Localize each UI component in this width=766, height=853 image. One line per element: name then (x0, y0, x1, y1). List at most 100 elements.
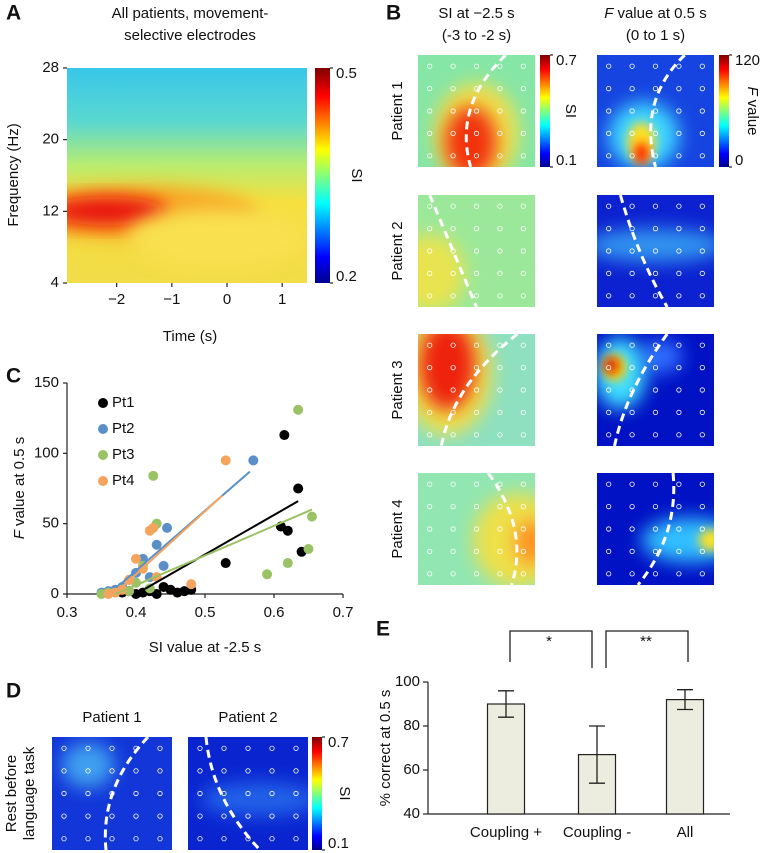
electrode (520, 203, 526, 209)
chart-title: All patients, movement- (112, 5, 269, 22)
electrode (157, 813, 163, 819)
electrode (676, 364, 682, 371)
y-tick-label: 4 (51, 274, 59, 291)
electrode (473, 364, 480, 371)
panel-label: B (386, 2, 401, 25)
map-blob (200, 782, 308, 817)
scatter-point (172, 587, 183, 598)
map-blob (444, 106, 497, 167)
electrode (473, 293, 480, 299)
sulcus-line (439, 334, 519, 446)
electrode (629, 86, 635, 92)
electrode (473, 526, 480, 532)
electrode (497, 387, 503, 393)
electrode (699, 432, 705, 438)
electrode (520, 526, 526, 532)
electrode (133, 813, 139, 819)
electrode (699, 503, 705, 510)
electrode (427, 130, 433, 136)
x-tick-label: −1 (163, 291, 180, 308)
electrode (699, 203, 705, 209)
electrode (85, 790, 91, 797)
y-axis-label-var: F (11, 529, 28, 539)
electrode (427, 342, 433, 348)
legend-label: Pt2 (112, 420, 135, 437)
electrode (676, 226, 682, 232)
scatter-point (96, 589, 107, 599)
electrode (652, 409, 659, 415)
electrode (497, 153, 503, 159)
electrode (606, 153, 612, 159)
electrode (450, 108, 456, 114)
trend-line (135, 500, 299, 595)
electrode (699, 364, 705, 371)
electrode (473, 481, 480, 487)
electrode (652, 364, 659, 371)
error-bar (677, 689, 693, 711)
column-title: (-3 to -2 s) (442, 27, 511, 44)
colorbar (719, 55, 729, 167)
electrode (606, 226, 612, 232)
scatter-point (131, 553, 141, 564)
sulcus-line (636, 473, 676, 585)
electrode (699, 571, 705, 577)
colorbar-tick-label: 0.2 (336, 268, 357, 285)
electrode (221, 813, 227, 819)
trend-line (121, 494, 223, 588)
electrode (606, 503, 612, 510)
electrode (427, 226, 433, 232)
electrode (652, 548, 659, 555)
electrode (497, 293, 503, 299)
electrode (133, 790, 139, 797)
electrode (699, 387, 705, 393)
electrode (157, 768, 163, 774)
y-axis-label-text: value at 0.5 s (11, 437, 28, 526)
electrode (427, 387, 433, 393)
electrode (652, 203, 659, 209)
electrode (427, 293, 433, 299)
electrode (652, 526, 659, 532)
electrode (606, 270, 612, 276)
electrode (606, 481, 612, 487)
electrode (245, 813, 251, 819)
column-title-var: F (604, 5, 614, 22)
electrode (133, 768, 139, 774)
electrode (497, 571, 503, 577)
map-blob (61, 742, 115, 788)
legend-marker (98, 398, 108, 408)
electrode (473, 63, 480, 69)
electrode (473, 153, 480, 159)
scatter-point (303, 543, 314, 554)
electrode (497, 503, 503, 510)
electrode (473, 226, 480, 232)
scatter-point (220, 558, 231, 569)
significance-bracket (509, 630, 593, 668)
electrode (699, 153, 705, 159)
electrode-map (597, 55, 714, 167)
electrode (520, 548, 526, 555)
electrode (520, 571, 526, 577)
column-title-text: value at 0.5 s (617, 5, 706, 22)
colorbar-tick-label: 0.1 (556, 152, 577, 169)
electrode (606, 342, 612, 348)
y-tick-label: 150 (34, 374, 59, 391)
electrode (61, 768, 67, 774)
y-tick-label: 28 (42, 59, 59, 76)
electrode (676, 387, 682, 393)
electrode (450, 503, 456, 510)
electrode (473, 432, 480, 438)
row-label: Patient 1 (389, 81, 406, 140)
y-axis-label: Frequency (Hz) (5, 123, 22, 226)
electrode (427, 571, 433, 577)
electrode (427, 203, 433, 209)
column-title: Patient 1 (82, 709, 141, 726)
map-blob (597, 228, 714, 263)
electrode (676, 503, 682, 510)
y-tick-label: 100 (395, 673, 420, 690)
electrode (699, 270, 705, 276)
electrode (652, 86, 659, 92)
colorbar-label-text: SI (336, 786, 353, 800)
electrode (269, 813, 275, 819)
electrode (497, 63, 503, 69)
electrode-map (597, 334, 714, 446)
